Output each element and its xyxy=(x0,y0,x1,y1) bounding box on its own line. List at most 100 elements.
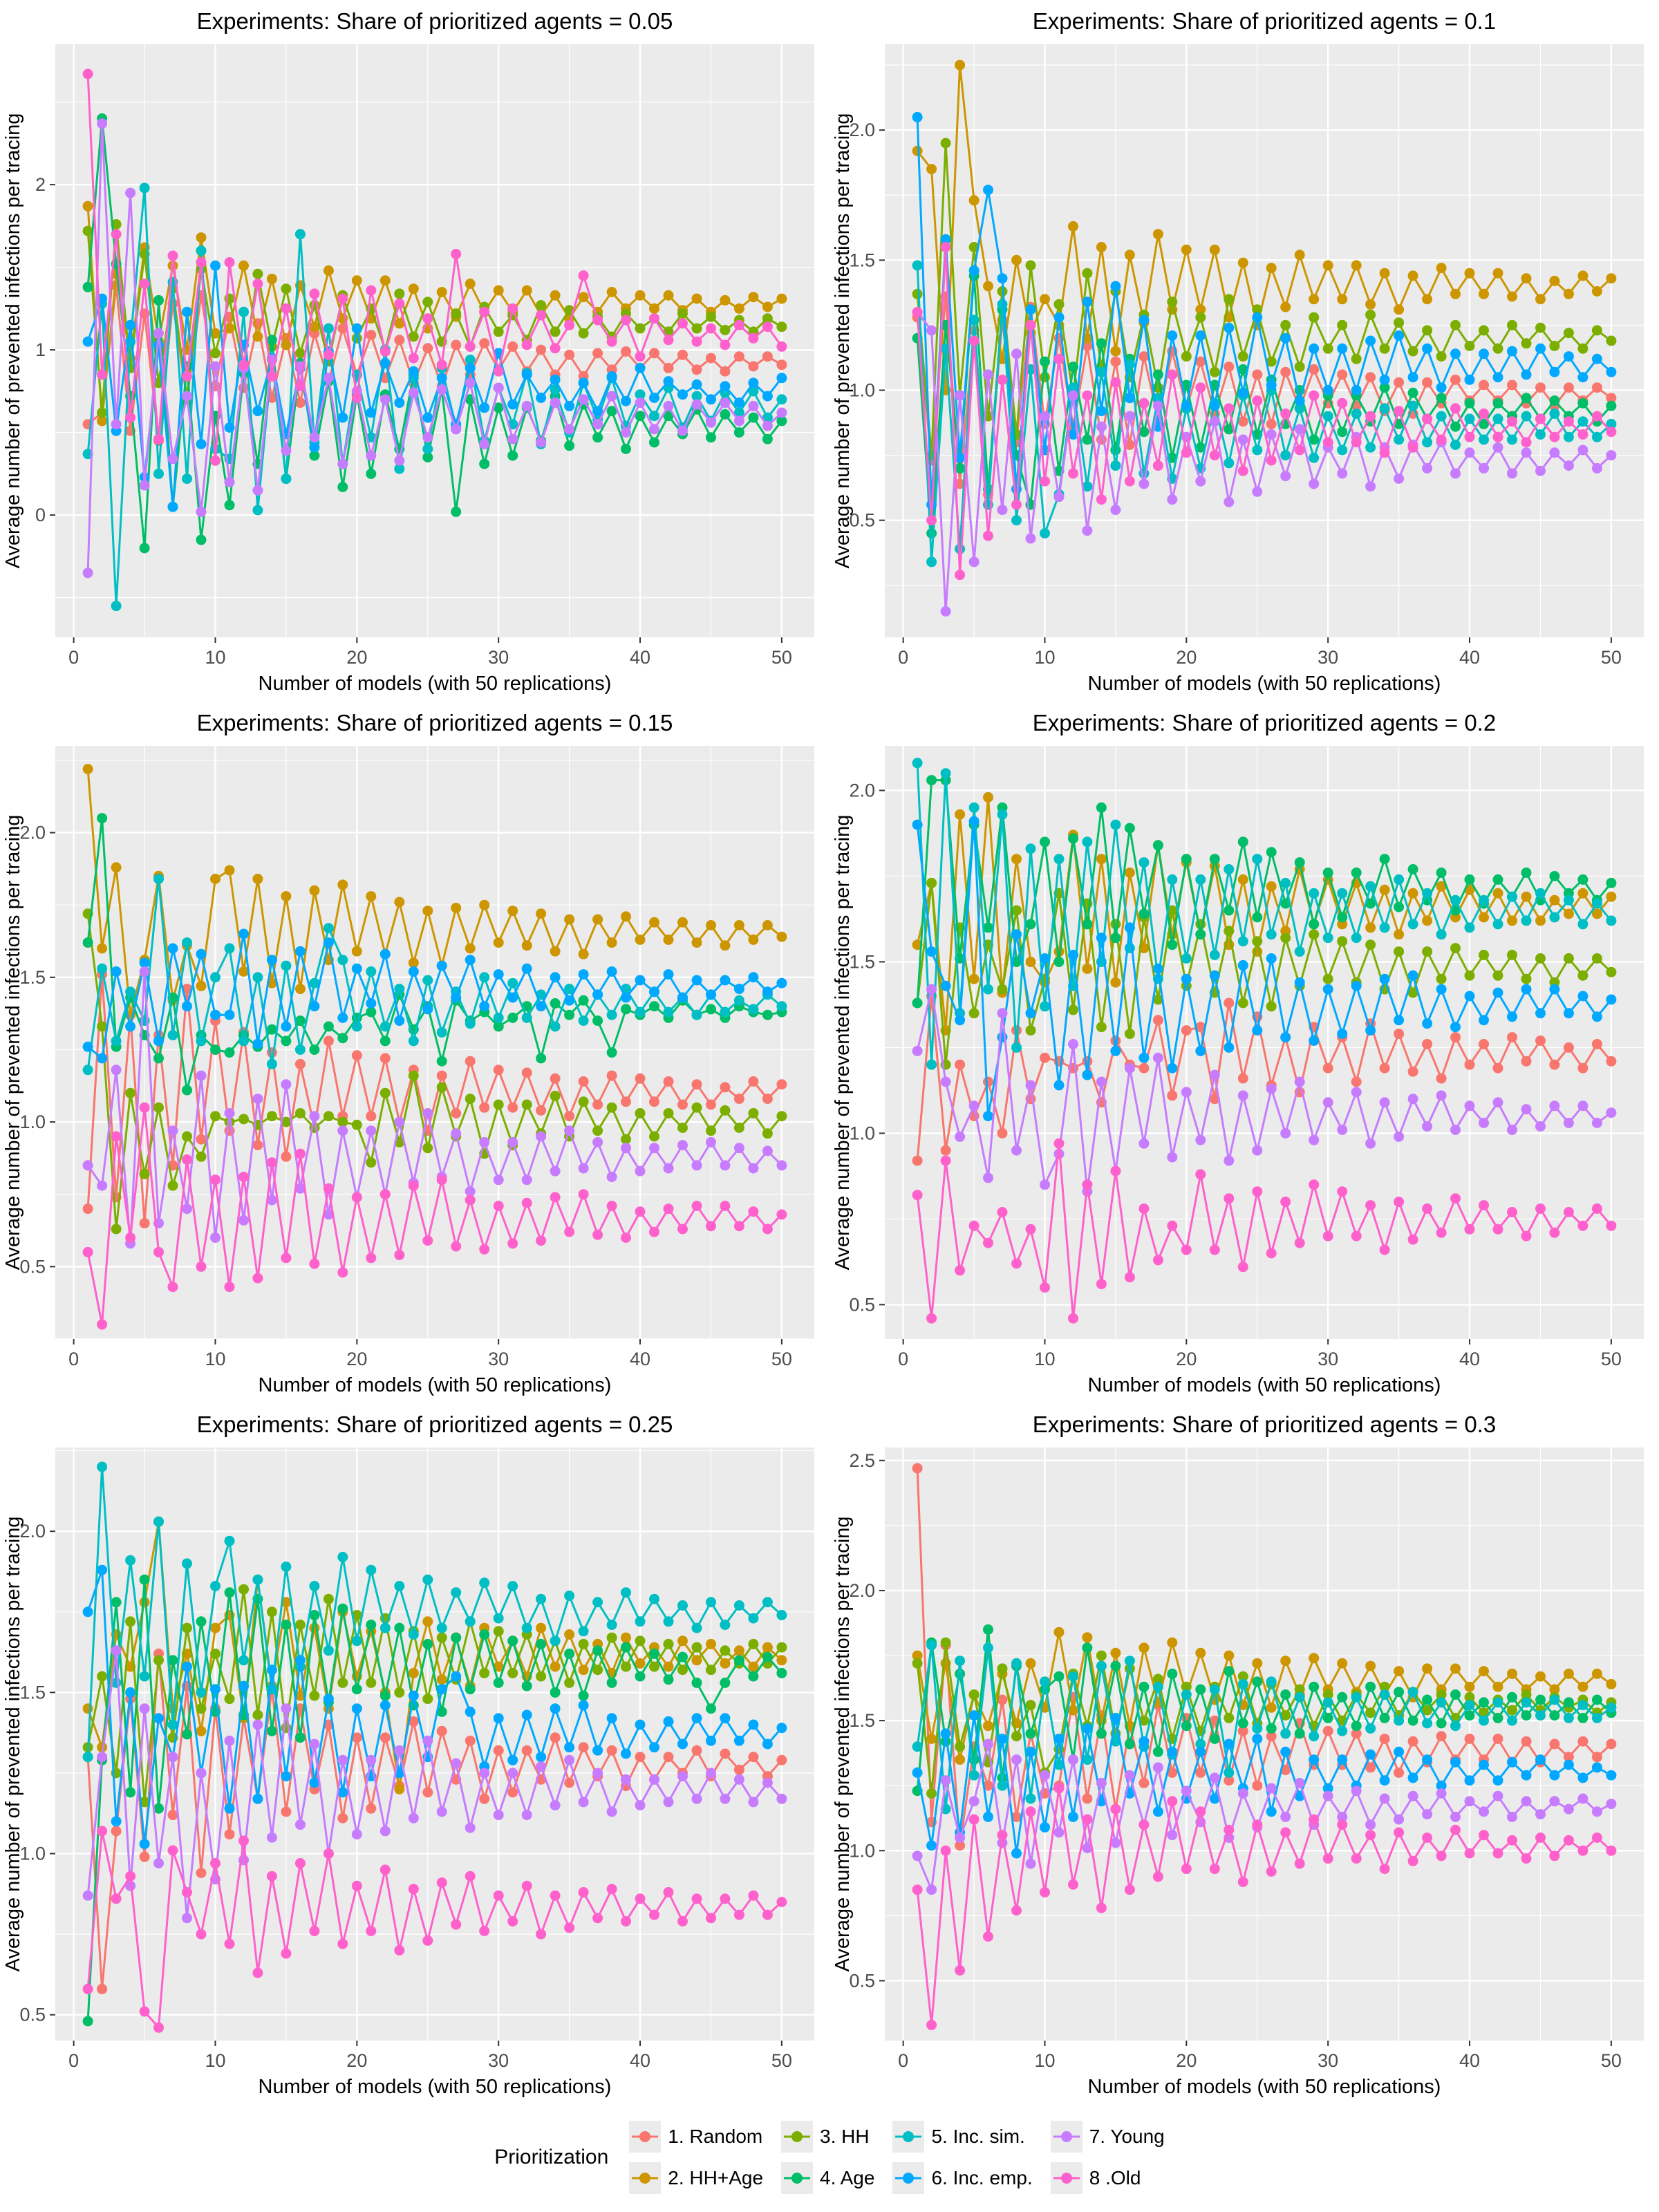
point-old xyxy=(1252,1186,1263,1197)
point-age xyxy=(1167,939,1178,950)
point-age xyxy=(677,1651,688,1662)
point-age xyxy=(606,406,617,417)
point-young xyxy=(1053,491,1065,503)
point-hh xyxy=(1394,946,1405,957)
point-hh-age xyxy=(677,917,688,928)
points-inc-sim xyxy=(82,1461,787,1763)
point-hh xyxy=(1351,353,1362,364)
point-age xyxy=(1152,369,1163,380)
legend-key-icon xyxy=(892,2162,925,2194)
point-inc-emp xyxy=(196,438,207,449)
point-young xyxy=(968,1796,980,1807)
point-inc-sim xyxy=(1535,429,1546,440)
point-inc-emp xyxy=(1337,343,1348,354)
point-young xyxy=(1068,1039,1078,1049)
point-young xyxy=(1252,486,1263,497)
point-old xyxy=(1351,1853,1362,1864)
point-old xyxy=(1535,1833,1546,1843)
point-hh xyxy=(1252,304,1263,315)
point-young xyxy=(1025,1858,1036,1869)
point-hh xyxy=(776,1642,787,1653)
point-age xyxy=(451,506,462,517)
point-hh xyxy=(1237,351,1248,362)
point-old xyxy=(983,530,993,541)
point-old xyxy=(1138,1203,1150,1214)
point-hh-age xyxy=(493,1661,504,1672)
y-tick-label: 2.0 xyxy=(849,120,875,140)
point-random xyxy=(677,1099,688,1110)
point-inc-emp xyxy=(677,992,688,1003)
point-old xyxy=(1535,1203,1546,1214)
point-old xyxy=(776,1897,787,1907)
point-hh-age xyxy=(733,1645,744,1656)
legend-key-point xyxy=(1060,2131,1072,2142)
point-young xyxy=(167,1125,178,1136)
point-inc-emp xyxy=(1011,929,1022,940)
points-old xyxy=(82,68,787,466)
point-random xyxy=(691,1079,702,1090)
point-inc-sim xyxy=(1492,919,1503,930)
point-inc-emp xyxy=(635,975,646,986)
point-age xyxy=(983,922,993,933)
point-hh-age xyxy=(82,764,93,774)
point-hh xyxy=(663,1108,674,1118)
point-age xyxy=(323,1021,334,1032)
point-young xyxy=(912,1045,923,1056)
point-old xyxy=(139,279,150,289)
point-inc-emp xyxy=(436,1684,447,1695)
legend-key-glyph xyxy=(1053,2131,1080,2142)
point-inc-emp xyxy=(968,265,980,276)
point-young xyxy=(281,1703,292,1714)
point-hh xyxy=(1379,343,1390,354)
point-inc-sim xyxy=(1394,1715,1405,1726)
point-random xyxy=(940,1145,951,1156)
point-inc-sim xyxy=(1507,434,1517,445)
point-hh-age xyxy=(294,1690,306,1701)
point-hh-age xyxy=(1450,1663,1461,1674)
point-random xyxy=(649,1096,659,1107)
point-hh-age xyxy=(1464,268,1475,279)
point-inc-sim xyxy=(1309,452,1320,463)
legend-items: 1. Random 2. HH+Age 3. HH 4. Age 5. Inc. sim… xyxy=(629,2121,1165,2194)
point-age xyxy=(1606,877,1617,888)
point-age xyxy=(1309,919,1320,930)
point-old xyxy=(1337,1186,1348,1197)
point-old xyxy=(408,1884,419,1895)
point-hh-age xyxy=(408,1667,419,1678)
point-age xyxy=(1082,434,1093,445)
point-hh-age xyxy=(1407,270,1418,281)
point-hh xyxy=(663,1638,674,1649)
legend-key-glyph xyxy=(632,2131,659,2142)
point-old xyxy=(224,1938,235,1949)
point-young xyxy=(762,420,773,431)
point-inc-emp xyxy=(1507,346,1517,357)
point-hh xyxy=(1450,319,1461,330)
point-hh xyxy=(1535,322,1546,333)
points-inc-emp xyxy=(82,928,787,1064)
point-random xyxy=(507,1787,518,1798)
point-inc-sim xyxy=(521,1622,532,1633)
legend-key-point xyxy=(1060,2173,1072,2184)
point-inc-emp xyxy=(351,1703,362,1714)
point-inc-emp xyxy=(82,1041,93,1052)
x-tick-label: 40 xyxy=(1459,647,1480,668)
point-old xyxy=(323,1183,334,1194)
point-inc-sim xyxy=(733,995,744,1006)
point-old xyxy=(1237,465,1248,476)
point-hh-age xyxy=(663,934,674,945)
point-hh xyxy=(635,1108,646,1118)
point-age xyxy=(196,534,207,545)
point-young xyxy=(1549,447,1560,458)
point-age xyxy=(1195,929,1206,940)
x-tick-label: 10 xyxy=(1034,647,1055,668)
point-young xyxy=(1351,1785,1362,1797)
point-inc-sim xyxy=(1294,403,1305,414)
point-inc-emp xyxy=(1407,1772,1418,1783)
legend-item-6: 6. Inc. emp. xyxy=(892,2162,1033,2194)
point-hh xyxy=(1606,335,1617,346)
point-hh xyxy=(677,1665,688,1676)
point-age xyxy=(621,1642,631,1653)
point-age xyxy=(592,432,603,443)
legend-key-glyph xyxy=(784,2131,811,2142)
point-inc-sim xyxy=(252,1574,263,1585)
